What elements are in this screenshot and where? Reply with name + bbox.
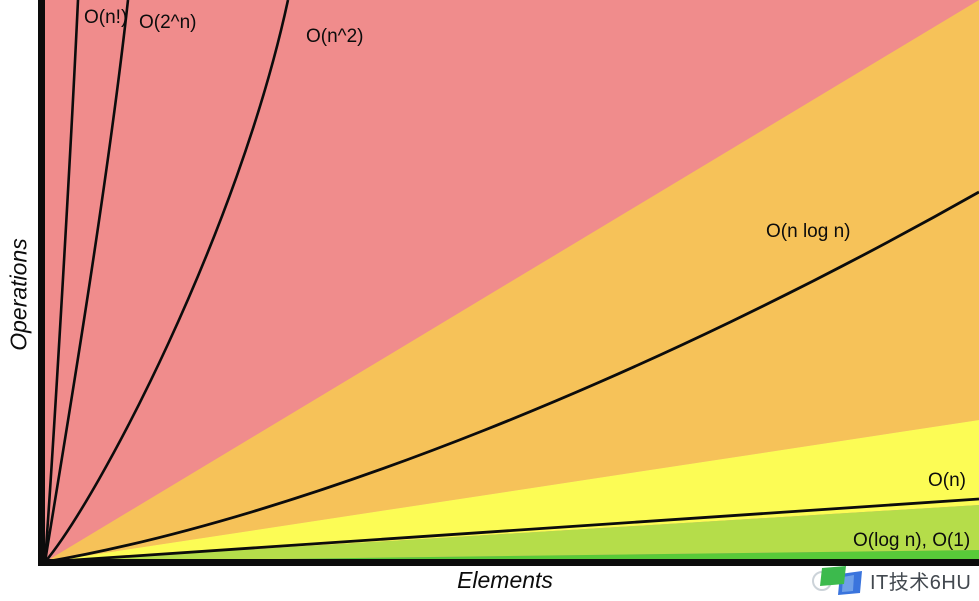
label-o-log-const: O(log n), O(1) <box>853 530 971 551</box>
curve-o-linear <box>44 497 979 564</box>
x-axis-title: Elements <box>457 567 553 593</box>
flag-logo-icon <box>812 566 862 595</box>
label-o-factorial: O(n!) <box>84 7 128 28</box>
region-orange <box>45 0 979 562</box>
label-o-nlogn: O(n log n) <box>766 221 851 242</box>
label-o-linear: O(n) <box>928 470 966 491</box>
x-axis <box>38 559 979 566</box>
y-axis-title: Operations <box>5 238 32 351</box>
label-o-quadratic: O(n^2) <box>306 26 364 47</box>
curve-o-exponential <box>43 0 130 563</box>
region-yellow-green <box>45 505 979 562</box>
curve-o-factorial <box>43 0 80 563</box>
curve-o-quadratic <box>44 0 290 563</box>
label-o-exponential: O(2^n) <box>139 12 197 33</box>
watermark-text: IT技术6HU <box>870 571 972 594</box>
curve-o-nlogn <box>44 190 979 564</box>
watermark: IT技术6HU <box>812 564 971 596</box>
region-yellow <box>45 420 979 562</box>
y-axis <box>38 0 45 566</box>
